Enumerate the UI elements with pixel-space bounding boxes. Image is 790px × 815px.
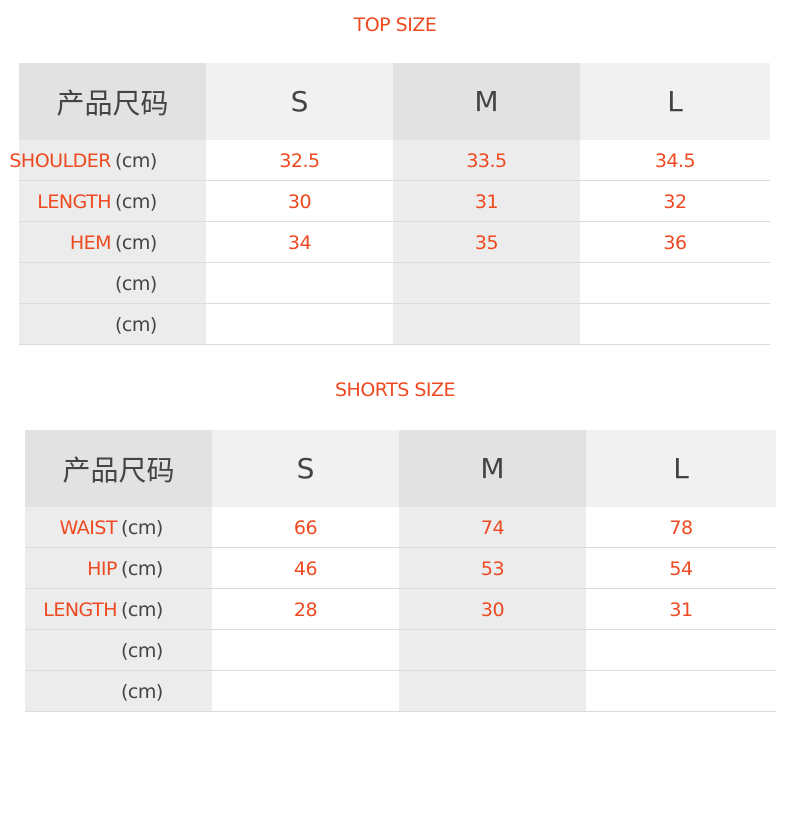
measurement-unit: (cm) bbox=[121, 557, 163, 580]
measurement-name: SHOULDER bbox=[9, 149, 111, 172]
top-size-table: 产品尺码 S M L SHOULDER (cm) 32.5 33.5 34.5 LENGTH (cm… bbox=[9, 63, 770, 345]
size-header: M bbox=[399, 430, 586, 507]
size-value: 66 bbox=[293, 516, 318, 539]
size-label-header: 产品尺码 bbox=[19, 63, 206, 140]
measurement-name: HIP bbox=[87, 557, 117, 580]
size-value: 32 bbox=[663, 190, 687, 213]
table-row: (cm) bbox=[19, 304, 770, 345]
table-row: (cm) bbox=[25, 630, 776, 671]
measurement-unit: (cm) bbox=[121, 639, 163, 662]
measurement-label: (cm) bbox=[19, 263, 206, 304]
measurement-unit: (cm) bbox=[121, 516, 163, 539]
size-value bbox=[206, 304, 393, 345]
measurement-name: HEM bbox=[69, 231, 112, 254]
size-value: 31 bbox=[393, 181, 580, 222]
measurement-unit: (cm) bbox=[115, 231, 157, 254]
measurement-label: LENGTH (cm) bbox=[25, 589, 212, 630]
size-value: 36 bbox=[663, 231, 687, 254]
size-value: 34 bbox=[287, 231, 312, 254]
size-value bbox=[586, 671, 776, 712]
table-row: HIP (cm) 46 53 54 bbox=[25, 548, 776, 589]
measurement-unit: (cm) bbox=[115, 272, 157, 295]
size-header: L bbox=[580, 63, 770, 140]
measurement-label: LENGTH (cm) bbox=[19, 181, 206, 222]
size-value bbox=[580, 304, 770, 345]
table-row: WAIST (cm) 66 74 78 bbox=[25, 507, 776, 548]
table-row: LENGTH (cm) 30 31 32 bbox=[19, 181, 770, 222]
top-size-title: TOP SIZE bbox=[353, 14, 437, 36]
size-value: 30 bbox=[287, 190, 312, 213]
header-row: 产品尺码 S M L bbox=[25, 430, 776, 507]
size-header: M bbox=[393, 63, 580, 140]
size-value: 34.5 bbox=[654, 149, 696, 172]
measurement-unit: (cm) bbox=[115, 313, 157, 336]
measurement-label: (cm) bbox=[25, 671, 212, 712]
size-value: 33.5 bbox=[393, 140, 580, 181]
size-value bbox=[212, 671, 399, 712]
size-value: 32.5 bbox=[279, 149, 320, 172]
table-row: (cm) bbox=[19, 263, 770, 304]
size-value: 78 bbox=[669, 516, 693, 539]
size-value: 74 bbox=[399, 507, 586, 548]
size-header: S bbox=[212, 430, 399, 507]
shorts-size-table: 产品尺码 S M L WAIST (cm) 66 74 78 HIP (cm) 46 53 54 LENGT… bbox=[25, 430, 776, 712]
size-value: 28 bbox=[293, 598, 318, 621]
measurement-unit: (cm) bbox=[115, 190, 157, 213]
shorts-size-title: SHORTS SIZE bbox=[334, 379, 456, 401]
size-value: 46 bbox=[293, 557, 318, 580]
size-value: 54 bbox=[669, 557, 693, 580]
measurement-label: HIP (cm) bbox=[25, 548, 212, 589]
size-value: 31 bbox=[669, 598, 693, 621]
measurement-label: WAIST (cm) bbox=[25, 507, 212, 548]
table-row: HEM (cm) 34 35 36 bbox=[19, 222, 770, 263]
size-value bbox=[399, 630, 586, 671]
measurement-unit: (cm) bbox=[115, 149, 157, 172]
size-value bbox=[393, 304, 580, 345]
table-row: (cm) bbox=[25, 671, 776, 712]
size-value: 35 bbox=[393, 222, 580, 263]
size-header: L bbox=[586, 430, 776, 507]
size-value bbox=[580, 263, 770, 304]
header-row: 产品尺码 S M L bbox=[19, 63, 770, 140]
measurement-name: LENGTH bbox=[43, 598, 117, 621]
size-label-header: 产品尺码 bbox=[25, 430, 212, 507]
size-value bbox=[393, 263, 580, 304]
measurement-unit: (cm) bbox=[121, 680, 163, 703]
measurement-label: HEM (cm) bbox=[19, 222, 206, 263]
size-value: 53 bbox=[399, 548, 586, 589]
measurement-name: LENGTH bbox=[37, 190, 111, 213]
table-row: SHOULDER (cm) 32.5 33.5 34.5 bbox=[9, 140, 770, 181]
measurement-label: (cm) bbox=[25, 630, 212, 671]
size-value bbox=[399, 671, 586, 712]
size-value bbox=[206, 263, 393, 304]
size-value bbox=[212, 630, 399, 671]
table-row: LENGTH (cm) 28 30 31 bbox=[25, 589, 776, 630]
size-header: S bbox=[206, 63, 393, 140]
measurement-label: (cm) bbox=[19, 304, 206, 345]
size-value bbox=[586, 630, 776, 671]
measurement-label: SHOULDER (cm) bbox=[9, 140, 206, 181]
measurement-name: WAIST bbox=[59, 516, 117, 539]
size-value: 30 bbox=[399, 589, 586, 630]
measurement-unit: (cm) bbox=[121, 598, 163, 621]
